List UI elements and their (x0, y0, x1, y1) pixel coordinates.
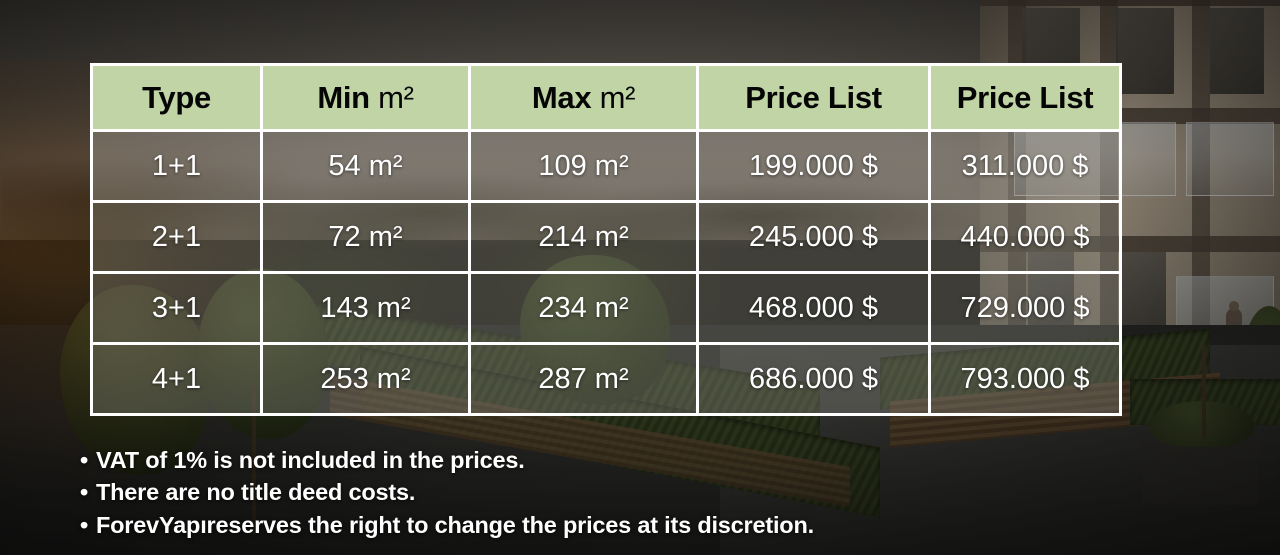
column-header-min: Min m² (263, 66, 471, 132)
disclaimer-notes: • VAT of 1% is not included in the prices… (80, 444, 1210, 541)
cell-price-low: 245.000 $ (699, 203, 931, 274)
note-item: • ForevYapıreserves the right to change t… (80, 509, 1210, 541)
price-table-container: Type Min m² Max m² Price List Price List… (90, 63, 1122, 416)
cell-max: 214 m² (471, 203, 699, 274)
table-header: Type Min m² Max m² Price List Price List (93, 66, 1119, 132)
note-item: • There are no title deed costs. (80, 476, 1210, 508)
cell-min: 72 m² (263, 203, 471, 274)
header-row: Type Min m² Max m² Price List Price List (93, 66, 1119, 132)
cell-price-low: 686.000 $ (699, 345, 931, 413)
cell-price-high: 793.000 $ (931, 345, 1119, 413)
cell-price-high: 311.000 $ (931, 132, 1119, 203)
column-header-type: Type (93, 66, 263, 132)
table-body: 1+1 54 m² 109 m² 199.000 $ 311.000 $ 2+1… (93, 132, 1119, 413)
cell-price-low: 468.000 $ (699, 274, 931, 345)
note-item: • VAT of 1% is not included in the prices… (80, 444, 1210, 476)
cell-price-high: 440.000 $ (931, 203, 1119, 274)
bullet-icon: • (80, 511, 89, 538)
note-text: VAT of 1% is not included in the prices. (96, 447, 525, 473)
cell-max: 287 m² (471, 345, 699, 413)
note-text: There are no title deed costs. (96, 479, 416, 506)
header-unit-min: m² (369, 79, 414, 115)
header-label-price-low: Price List (745, 79, 882, 115)
cell-max: 109 m² (471, 132, 699, 203)
header-label-max: Max (531, 79, 592, 115)
cell-type: 3+1 (93, 274, 263, 345)
cell-type: 4+1 (93, 345, 263, 413)
table-row: 4+1 253 m² 287 m² 686.000 $ 793.000 $ (93, 345, 1119, 413)
column-header-price-low: Price List (699, 66, 931, 132)
cell-price-low: 199.000 $ (699, 132, 931, 203)
cell-max: 234 m² (471, 274, 699, 345)
cell-min: 253 m² (263, 345, 471, 413)
cell-price-high: 729.000 $ (931, 274, 1119, 345)
note-text: ForevYapıreserves the right to change th… (96, 511, 814, 538)
bullet-icon: • (80, 479, 89, 506)
bullet-icon: • (80, 447, 89, 473)
column-header-max: Max m² (471, 66, 699, 132)
column-header-price-high: Price List (931, 66, 1119, 132)
cell-min: 54 m² (263, 132, 471, 203)
table-row: 3+1 143 m² 234 m² 468.000 $ 729.000 $ (93, 274, 1119, 345)
table-row: 2+1 72 m² 214 m² 245.000 $ 440.000 $ (93, 203, 1119, 274)
cell-type: 2+1 (93, 203, 263, 274)
price-table: Type Min m² Max m² Price List Price List… (90, 63, 1122, 416)
header-label-price-high: Price List (956, 79, 1094, 115)
cell-min: 143 m² (263, 274, 471, 345)
header-unit-max: m² (591, 79, 636, 115)
table-row: 1+1 54 m² 109 m² 199.000 $ 311.000 $ (93, 132, 1119, 203)
header-label-min: Min (317, 79, 370, 115)
header-label-type: Type (142, 79, 211, 115)
cell-type: 1+1 (93, 132, 263, 203)
